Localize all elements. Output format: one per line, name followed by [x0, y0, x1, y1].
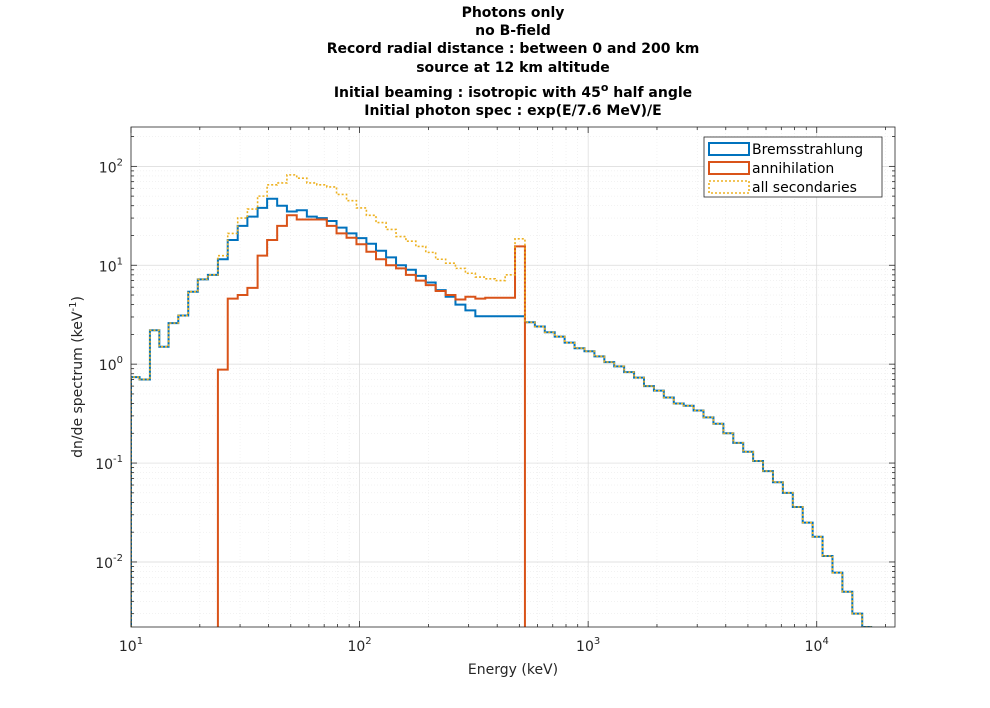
title-line-3: Record radial distance : between 0 and 2… — [327, 41, 700, 57]
legend-swatch — [708, 161, 750, 175]
series-line-all-secondaries — [131, 174, 873, 627]
axis-ticks: 101 102 103 104 10-2 10-1 100 101 102 — [95, 127, 895, 655]
legend: Bremsstrahlung annihilation all secondarie… — [703, 136, 883, 198]
title-line-spec: Initial photon spec : exp(E/7.6 MeV)/E — [364, 103, 661, 119]
x-tick-label: 104 — [805, 636, 829, 655]
title-line-4: source at 12 km altitude — [416, 60, 610, 76]
title-line-beaming: Initial beaming : isotropic with 45o hal… — [334, 81, 692, 101]
y-tick-label: 101 — [99, 256, 123, 275]
series-layer — [131, 174, 873, 627]
x-axis-label: Energy (keV) — [468, 662, 558, 678]
chart-title: Photons only no B-field Record radial di… — [327, 5, 700, 119]
x-tick-label: 103 — [576, 636, 600, 655]
y-axis-label: dn/de spectrum (keV-1) — [68, 296, 86, 458]
y-tick-label: 102 — [99, 157, 123, 176]
legend-box — [703, 136, 883, 198]
legend-label: annihilation — [752, 161, 834, 177]
y-tick-label: 10-2 — [95, 553, 123, 572]
title-line-1: Photons only — [462, 5, 565, 21]
legend-label: all secondaries — [752, 180, 857, 196]
legend-swatch — [708, 180, 750, 194]
legend-swatch — [708, 142, 750, 156]
title-line-2: no B-field — [475, 23, 551, 39]
y-tick-label: 10-1 — [95, 454, 123, 473]
x-tick-label: 101 — [119, 636, 143, 655]
legend-label: Bremsstrahlung — [752, 142, 863, 158]
grid — [130, 127, 895, 627]
plot-area — [131, 127, 895, 627]
plot-frame — [130, 126, 896, 628]
series-line-annihilation — [216, 214, 526, 627]
x-tick-label: 102 — [347, 636, 371, 655]
y-tick-label: 100 — [99, 355, 123, 374]
